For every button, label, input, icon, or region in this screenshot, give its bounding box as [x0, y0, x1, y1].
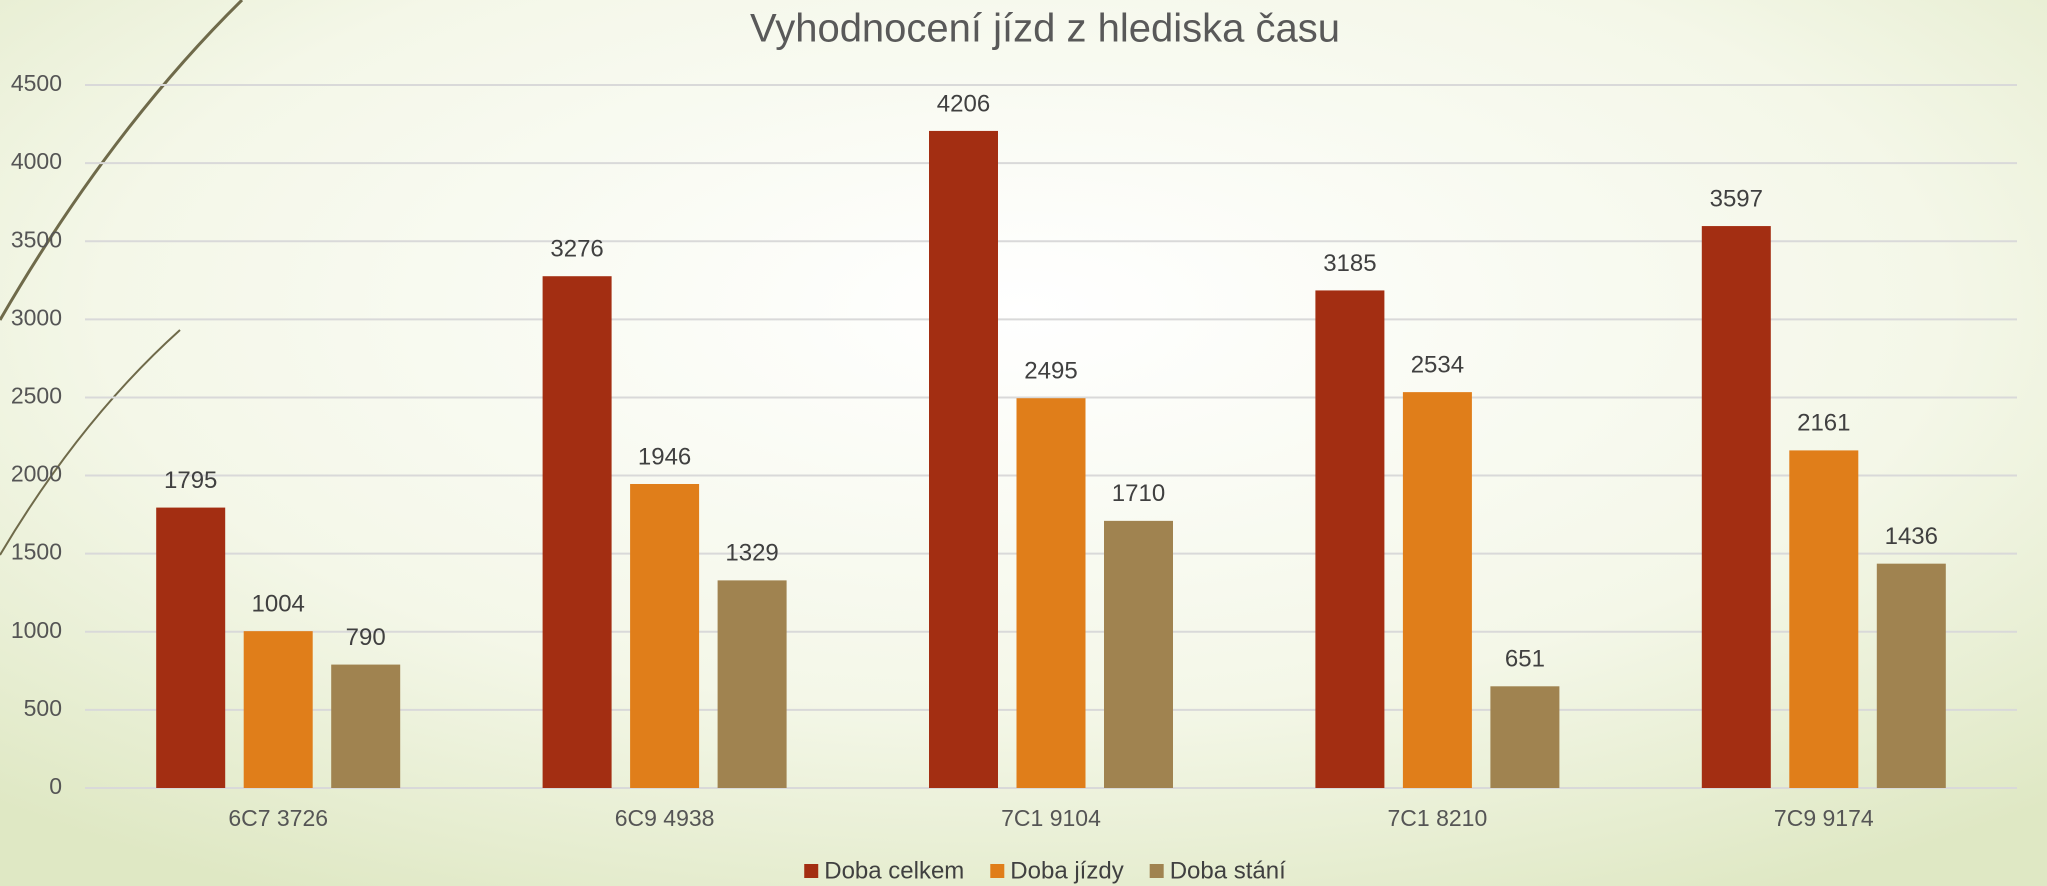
y-tick-label: 1500	[11, 539, 62, 565]
decor-curve	[0, 0, 244, 321]
x-tick-label: 6C7 3726	[228, 805, 328, 831]
legend-swatch	[804, 864, 819, 878]
y-tick-label: 2000	[11, 461, 62, 487]
legend-label: Doba celkem	[824, 857, 964, 884]
value-label: 4206	[937, 90, 990, 117]
value-label: 1795	[164, 467, 217, 494]
y-tick-label: 1000	[11, 617, 62, 643]
value-label: 1710	[1112, 480, 1165, 507]
bar	[542, 276, 612, 788]
chart-title: Vyhodnocení jízd z hlediska času	[750, 7, 1340, 51]
value-label: 1436	[1885, 523, 1938, 550]
value-label: 2534	[1411, 351, 1464, 378]
bar	[1315, 290, 1385, 788]
x-tick-label: 7C1 8210	[1388, 805, 1488, 831]
value-label: 651	[1505, 646, 1545, 673]
bar	[1701, 226, 1771, 788]
value-label: 790	[346, 624, 386, 651]
y-tick-label: 3500	[11, 226, 62, 252]
bar	[1016, 398, 1086, 788]
bar	[1490, 686, 1560, 788]
value-label: 2495	[1024, 358, 1077, 385]
value-label: 3185	[1323, 250, 1376, 277]
y-tick-label: 500	[24, 695, 62, 721]
bar	[1876, 563, 1946, 788]
x-tick-label: 7C1 9104	[1001, 805, 1101, 831]
legend-swatch	[990, 864, 1005, 878]
bar	[156, 507, 226, 788]
value-label: 3597	[1710, 185, 1763, 212]
bar	[717, 580, 787, 788]
bar	[929, 130, 998, 789]
decor-curve	[0, 329, 181, 556]
bar	[630, 483, 700, 788]
legend-label: Doba jízdy	[1010, 857, 1123, 884]
value-label: 1946	[638, 443, 691, 470]
legend-label: Doba stání	[1170, 857, 1286, 884]
bar	[331, 664, 401, 788]
bar	[1402, 392, 1472, 788]
value-label: 3276	[550, 236, 603, 263]
y-tick-label: 4500	[11, 70, 62, 96]
y-tick-label: 2500	[11, 383, 62, 409]
value-label: 2161	[1797, 410, 1850, 437]
bar	[1789, 450, 1859, 788]
y-tick-label: 4000	[11, 148, 62, 174]
legend-swatch	[1149, 864, 1164, 878]
y-tick-label: 3000	[11, 304, 62, 330]
x-tick-label: 6C9 4938	[615, 805, 715, 831]
value-label: 1329	[725, 540, 778, 567]
y-tick-label: 0	[49, 773, 62, 799]
value-label: 1004	[252, 590, 305, 617]
x-tick-label: 7C9 9174	[1774, 805, 1874, 831]
bar	[1104, 520, 1173, 788]
bar	[243, 631, 313, 788]
